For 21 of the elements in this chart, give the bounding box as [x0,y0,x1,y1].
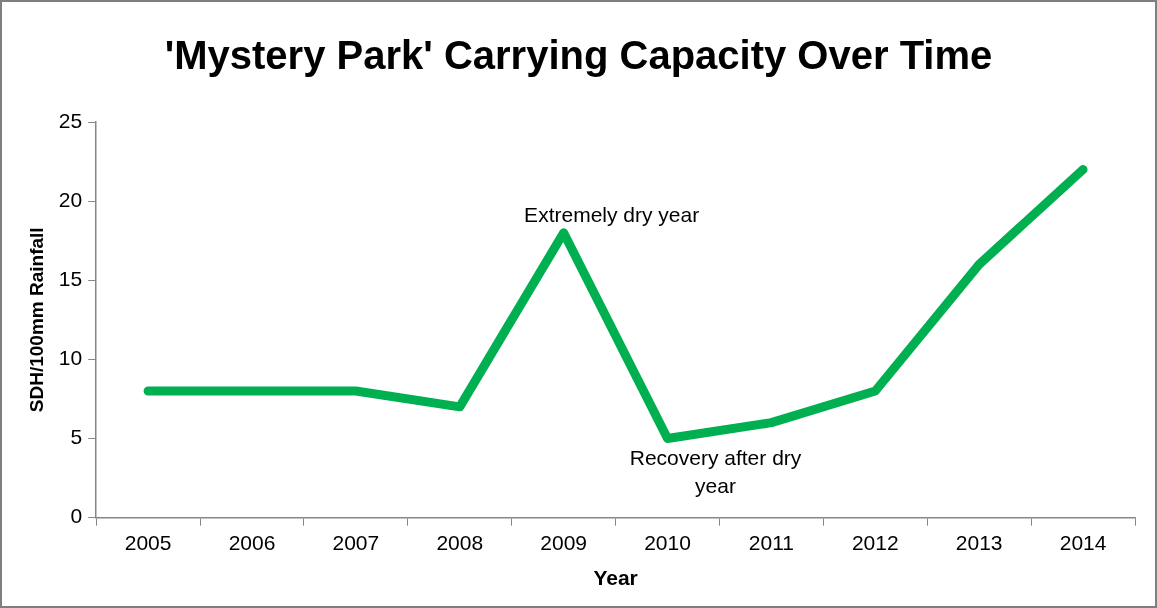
y-tick-label: 0 [70,504,83,528]
x-tick-label: 2013 [955,531,1003,554]
annotation: Extremely dry year [524,203,700,227]
x-tick-label: 2006 [228,531,276,554]
annotation: Recovery after dry year [629,445,802,497]
chart-title: 'Mystery Park' Carrying Capacity Over Time [164,33,993,78]
y-tick-label: 10 [58,346,83,370]
x-tick-label: 2014 [1059,531,1107,554]
x-tick-label: 2007 [332,531,380,554]
x-tick-label: 2005 [124,531,172,554]
y-tick-label: 25 [58,108,83,132]
x-tick-label: 2008 [436,531,484,554]
x-tick-label: 2010 [644,531,691,554]
x-tick-label: 2012 [851,531,899,554]
y-tick-label: 20 [58,187,83,211]
x-tick-label: 2009 [540,531,587,554]
y-axis-title: SDH/100mm Rainfall [25,227,47,413]
y-tick-label: 5 [70,425,83,449]
y-tick-label: 15 [58,267,83,291]
x-axis-title: Year [593,566,638,590]
x-tick-label: 2011 [748,531,794,554]
